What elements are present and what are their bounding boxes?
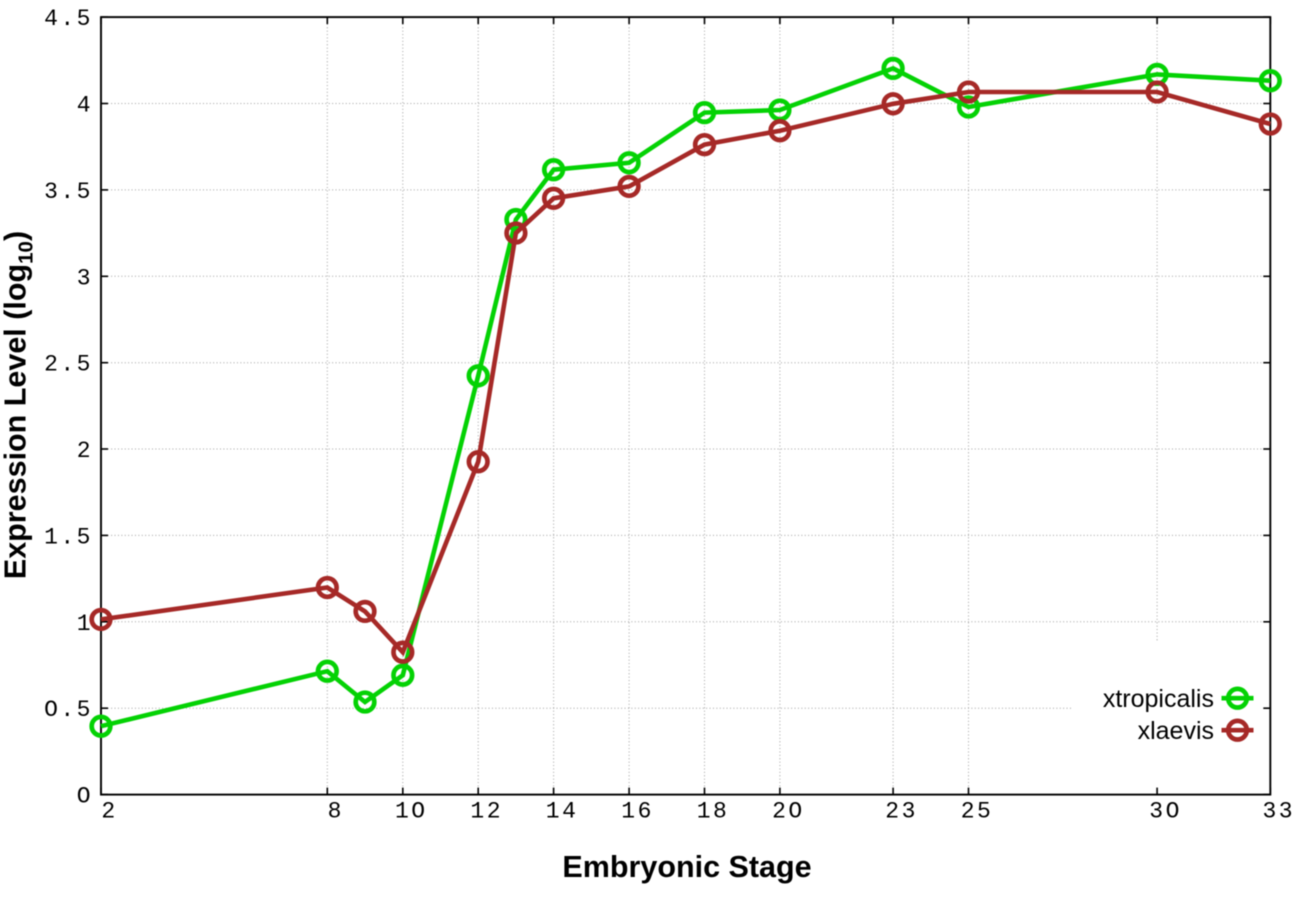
svg-text:Embryonic Stage: Embryonic Stage xyxy=(562,850,811,884)
svg-text:3O: 3O xyxy=(1149,799,1182,825)
svg-text:1.5: 1.5 xyxy=(44,524,93,550)
svg-text:14: 14 xyxy=(546,799,579,825)
svg-text:2: 2 xyxy=(77,438,93,464)
svg-text:2O: 2O xyxy=(772,799,805,825)
svg-text:xtropicalis: xtropicalis xyxy=(1103,685,1214,713)
svg-text:4.5: 4.5 xyxy=(44,6,93,32)
svg-text:18: 18 xyxy=(697,799,730,825)
svg-text:2: 2 xyxy=(101,799,117,825)
svg-text:1: 1 xyxy=(77,611,93,637)
svg-text:Expression Level (log10): Expression Level (log10) xyxy=(0,231,38,579)
svg-text:12: 12 xyxy=(470,799,503,825)
svg-text:33: 33 xyxy=(1262,799,1295,825)
svg-text:3.5: 3.5 xyxy=(44,179,93,205)
svg-text:25: 25 xyxy=(961,799,994,825)
svg-text:3: 3 xyxy=(77,265,93,291)
svg-text:xlaevis: xlaevis xyxy=(1138,717,1214,745)
svg-text:8: 8 xyxy=(328,799,344,825)
svg-text:16: 16 xyxy=(621,799,654,825)
svg-text:23: 23 xyxy=(885,799,918,825)
svg-text:1O: 1O xyxy=(395,799,428,825)
svg-text:O.5: O.5 xyxy=(44,697,93,723)
svg-text:2.5: 2.5 xyxy=(44,352,93,378)
svg-text:O: O xyxy=(77,784,93,810)
svg-text:4: 4 xyxy=(77,93,93,119)
